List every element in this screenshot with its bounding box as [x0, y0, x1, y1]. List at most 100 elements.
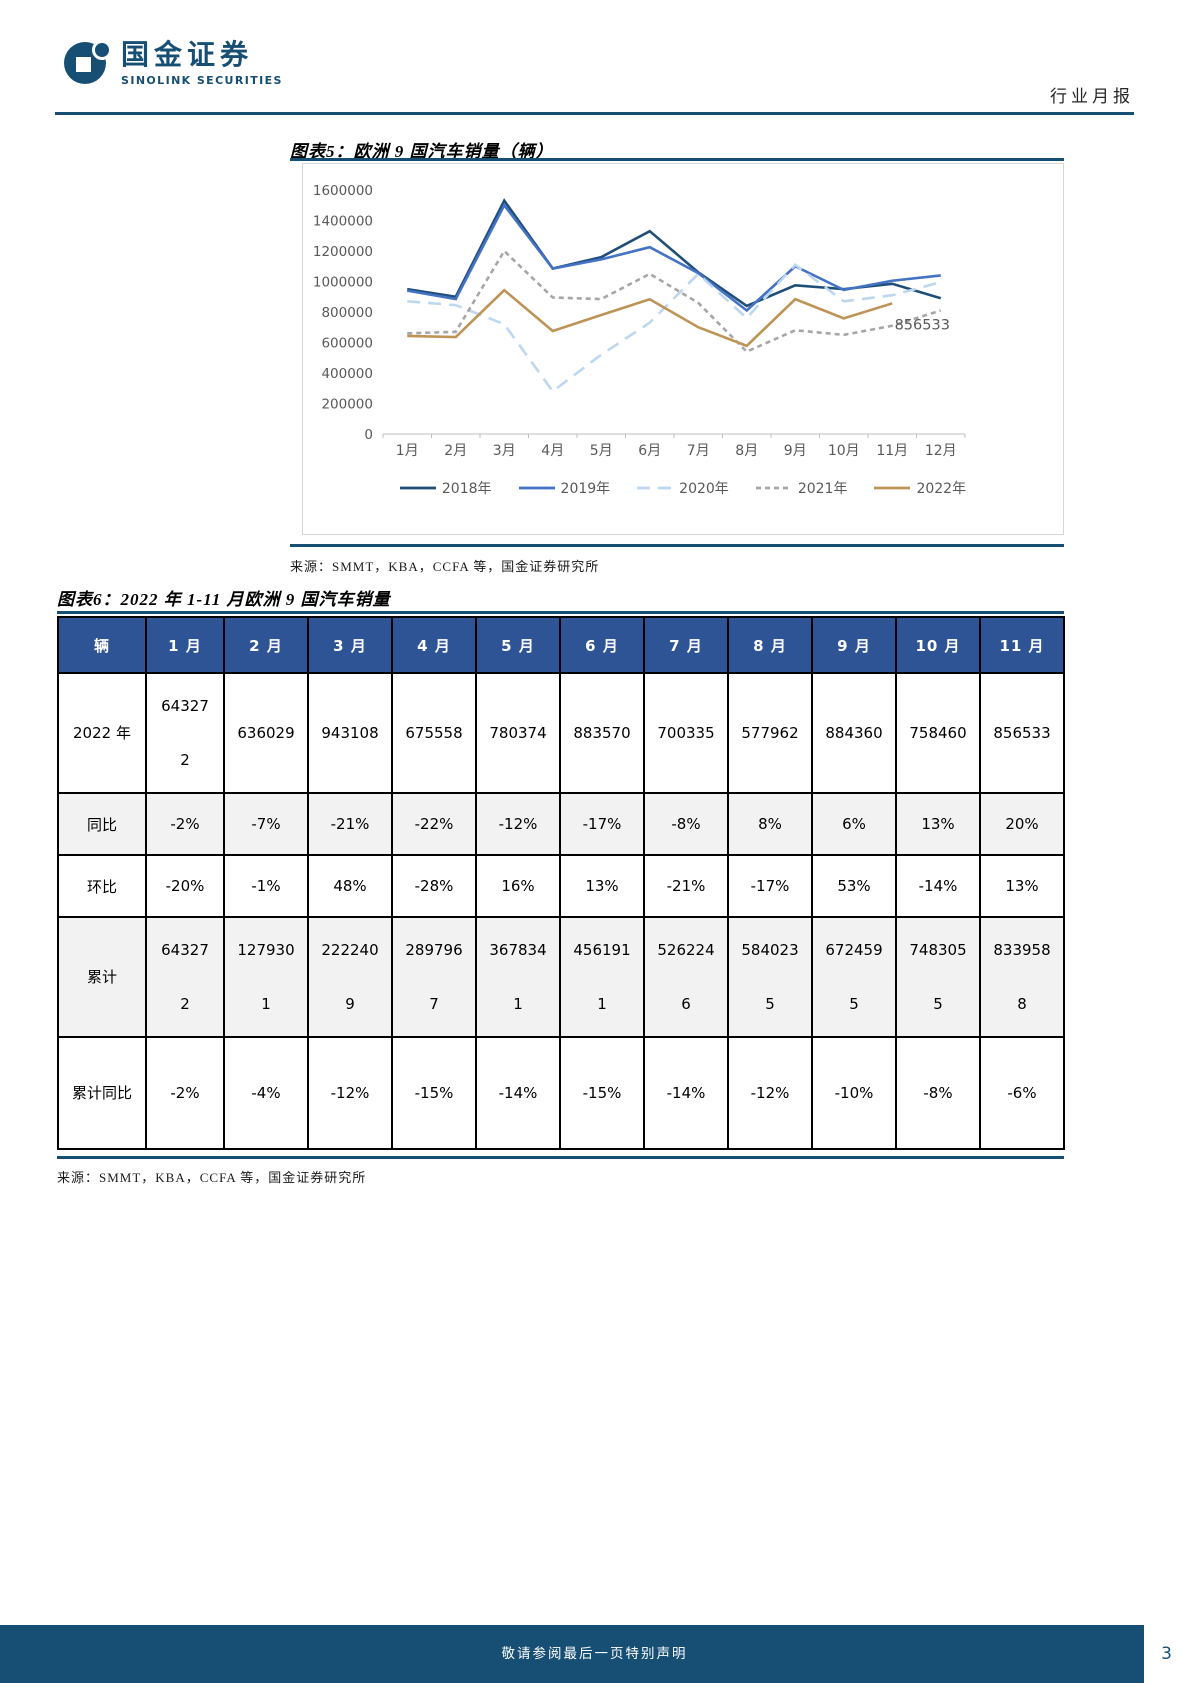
y-tick-label: 1000000: [313, 275, 373, 291]
table-cell: 2222409: [307, 916, 393, 1038]
table-col-header: 9 月: [811, 616, 897, 674]
table-row: 环比 -20% -1% 48% -28% 16% 13% -21% -17% 53% -14% 13%: [57, 854, 1065, 918]
x-tick-label: 8月: [735, 443, 758, 459]
x-tick-label: 4月: [541, 443, 564, 459]
legend-label: 2018年: [441, 481, 492, 497]
table-cell: -14%: [643, 1036, 729, 1150]
y-tick-label: 0: [364, 427, 373, 443]
table-row: 2022 年 643272 636029 943108 675558 780374 8835…: [57, 672, 1065, 794]
table-cell: 856533: [979, 672, 1065, 794]
table-cell: -8%: [643, 792, 729, 856]
y-tick-label: 800000: [321, 305, 373, 321]
legend-line-sample: [755, 486, 792, 490]
table-cell: 643272: [145, 916, 225, 1038]
x-tick-label: 5月: [590, 443, 613, 459]
table-col-header: 6 月: [559, 616, 645, 674]
table-col-header: 1 月: [145, 616, 225, 674]
table-row: 累计 643272 1279301 2222409 2897967 3678341 4561…: [57, 916, 1065, 1038]
figure5-title-rule: [290, 158, 1064, 161]
table-row-label: 累计同比: [57, 1036, 147, 1150]
table-cell: -12%: [475, 792, 561, 856]
table-cell: -17%: [727, 854, 813, 918]
table-cell: 700335: [643, 672, 729, 794]
table-row-label: 累计: [57, 916, 147, 1038]
legend-line-sample: [874, 486, 911, 490]
series-line-2021年: [407, 248, 942, 354]
table-cell: 643272: [145, 672, 225, 794]
table-cell: 20%: [979, 792, 1065, 856]
chart-annotation: 856533: [895, 317, 950, 333]
table-cell: 5840235: [727, 916, 813, 1038]
legend-item-2022年: 2022年: [874, 478, 966, 498]
table-cell: -4%: [223, 1036, 309, 1150]
table-cell: 8339588: [979, 916, 1065, 1038]
table-row-label: 2022 年: [57, 672, 147, 794]
table-cell: -2%: [145, 1036, 225, 1150]
table-cell: 943108: [307, 672, 393, 794]
table-cell: -14%: [895, 854, 981, 918]
table-col-header: 3 月: [307, 616, 393, 674]
chart-frame: 0 200000 400000 600000 800000 1000000 1200000 1…: [302, 163, 1064, 535]
table-cell: 7483055: [895, 916, 981, 1038]
footer-bar: 敬请参阅最后一页特别声明 3: [0, 1625, 1189, 1683]
legend-line-sample: [518, 486, 555, 490]
x-tick-label: 1月: [396, 443, 419, 459]
legend-label: 2022年: [916, 481, 967, 497]
x-tick-label: 6月: [638, 443, 661, 459]
table-cell: 48%: [307, 854, 393, 918]
table-cell: 884360: [811, 672, 897, 794]
page-number: 3: [1161, 1644, 1172, 1664]
table-col-header: 2 月: [223, 616, 309, 674]
table-cell: 4561911: [559, 916, 645, 1038]
table-cell: -15%: [559, 1036, 645, 1150]
table-cell: -21%: [643, 854, 729, 918]
table-cell: 1279301: [223, 916, 309, 1038]
table-cell: -7%: [223, 792, 309, 856]
table-col-header: 7 月: [643, 616, 729, 674]
x-tick-label: 11月: [876, 443, 908, 459]
x-tick-label: 9月: [784, 443, 807, 459]
table-row: 同比 -2% -7% -21% -22% -12% -17% -8% 8% 6% 13% 20%: [57, 792, 1065, 856]
figure6-title: 图表6：2022 年 1-11 月欧洲 9 国汽车销量: [57, 590, 391, 609]
y-tick-label: 1400000: [313, 214, 373, 230]
table-cell: 53%: [811, 854, 897, 918]
x-tick-label: 2月: [444, 443, 467, 459]
table-cell: -6%: [979, 1036, 1065, 1150]
figure5-source: 来源：SMMT，KBA，CCFA 等，国金证券研究所: [290, 559, 600, 574]
legend-item-2021年: 2021年: [755, 478, 848, 498]
legend-label: 2019年: [560, 481, 611, 497]
table-col-header: 辆: [57, 616, 147, 674]
table-cell: 636029: [223, 672, 309, 794]
table-cell: -2%: [145, 792, 225, 856]
table-row: 累计同比 -2% -4% -12% -15% -14% -15% -14% -12% -10% -8…: [57, 1036, 1065, 1150]
x-tick-label: 7月: [687, 443, 710, 459]
table-row-label: 环比: [57, 854, 147, 918]
legend-label: 2021年: [797, 481, 848, 497]
figure6-bottom-rule: [57, 1156, 1064, 1159]
legend-item-2019年: 2019年: [518, 478, 611, 498]
table-col-header: 5 月: [475, 616, 561, 674]
table-cell: 16%: [475, 854, 561, 918]
series-line-2018年: [407, 198, 942, 308]
table-cell: -12%: [727, 1036, 813, 1150]
table-cell: 13%: [895, 792, 981, 856]
table-row-label: 同比: [57, 792, 147, 856]
table-cell: -22%: [391, 792, 477, 856]
chart-legend: 2018年 2019年 2020年 2021年 2022年: [303, 478, 1063, 498]
series-line-2020年: [407, 262, 942, 394]
table-cell: 2897967: [391, 916, 477, 1038]
logo-chinese-name: 国金证券: [121, 38, 254, 71]
figure6-source: 来源：SMMT，KBA，CCFA 等，国金证券研究所: [57, 1170, 367, 1185]
table-cell: -12%: [307, 1036, 393, 1150]
legend-label: 2020年: [679, 481, 729, 497]
table-cell: -28%: [391, 854, 477, 918]
table-cell: 780374: [475, 672, 561, 794]
table-cell: -15%: [391, 1036, 477, 1150]
table-col-header: 4 月: [391, 616, 477, 674]
series-line-2019年: [407, 202, 941, 313]
y-tick-label: 200000: [321, 397, 373, 413]
table-cell: -14%: [475, 1036, 561, 1150]
